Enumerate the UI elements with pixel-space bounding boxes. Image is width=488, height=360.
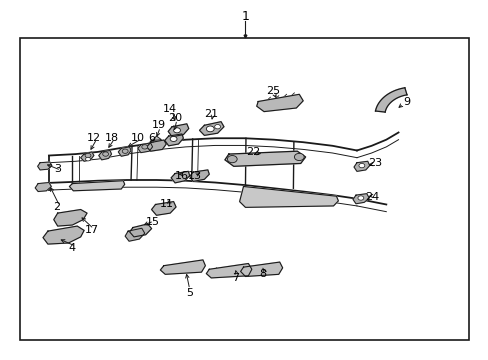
Polygon shape [151,202,176,215]
Polygon shape [129,224,151,237]
Polygon shape [146,140,166,151]
Text: 6: 6 [148,132,155,143]
Polygon shape [43,226,84,244]
Text: 20: 20 [168,113,182,123]
Text: 24: 24 [365,192,379,202]
Polygon shape [240,262,282,276]
Polygon shape [81,152,94,161]
Polygon shape [375,88,406,112]
Polygon shape [256,94,303,112]
Circle shape [85,153,91,158]
Polygon shape [206,264,251,278]
Circle shape [122,149,128,153]
Text: 10: 10 [131,132,144,143]
Text: 4: 4 [69,243,76,253]
Text: 9: 9 [403,96,409,107]
Bar [20,38,468,340]
Polygon shape [164,134,183,146]
Circle shape [85,157,90,161]
Polygon shape [54,210,87,226]
Text: 2: 2 [53,202,60,212]
Polygon shape [168,124,188,137]
Text: 5: 5 [186,288,193,298]
Text: 22: 22 [245,147,260,157]
Polygon shape [38,162,52,170]
Text: 8: 8 [259,269,266,279]
Circle shape [173,128,180,133]
Circle shape [357,196,363,200]
Polygon shape [239,186,338,207]
Text: 7: 7 [232,273,239,283]
Polygon shape [152,136,161,140]
Circle shape [294,153,304,161]
Polygon shape [125,228,144,241]
Text: 25: 25 [265,86,279,96]
Polygon shape [35,183,51,192]
Text: 15: 15 [145,217,159,228]
Circle shape [214,125,220,129]
Polygon shape [118,147,131,156]
Text: 19: 19 [152,120,165,130]
Text: 3: 3 [54,164,61,174]
Polygon shape [160,260,205,274]
Text: 1: 1 [241,10,249,23]
Circle shape [170,136,177,141]
Text: 14: 14 [163,104,177,114]
Text: 16: 16 [175,171,188,181]
Polygon shape [138,143,152,153]
Polygon shape [69,181,124,191]
Circle shape [358,163,364,168]
Text: 18: 18 [104,132,118,143]
Circle shape [206,126,214,132]
Polygon shape [199,122,224,135]
Circle shape [227,156,237,163]
Text: 11: 11 [160,199,174,210]
Text: 12: 12 [87,132,101,143]
Polygon shape [353,161,369,171]
Polygon shape [171,171,189,183]
Text: 21: 21 [204,109,218,120]
Polygon shape [352,194,368,204]
Text: 13: 13 [187,171,201,181]
Circle shape [102,152,108,156]
Polygon shape [224,151,305,166]
Polygon shape [99,150,111,160]
Text: 17: 17 [85,225,99,235]
Text: 23: 23 [368,158,382,168]
Circle shape [142,145,147,149]
Polygon shape [189,170,209,181]
